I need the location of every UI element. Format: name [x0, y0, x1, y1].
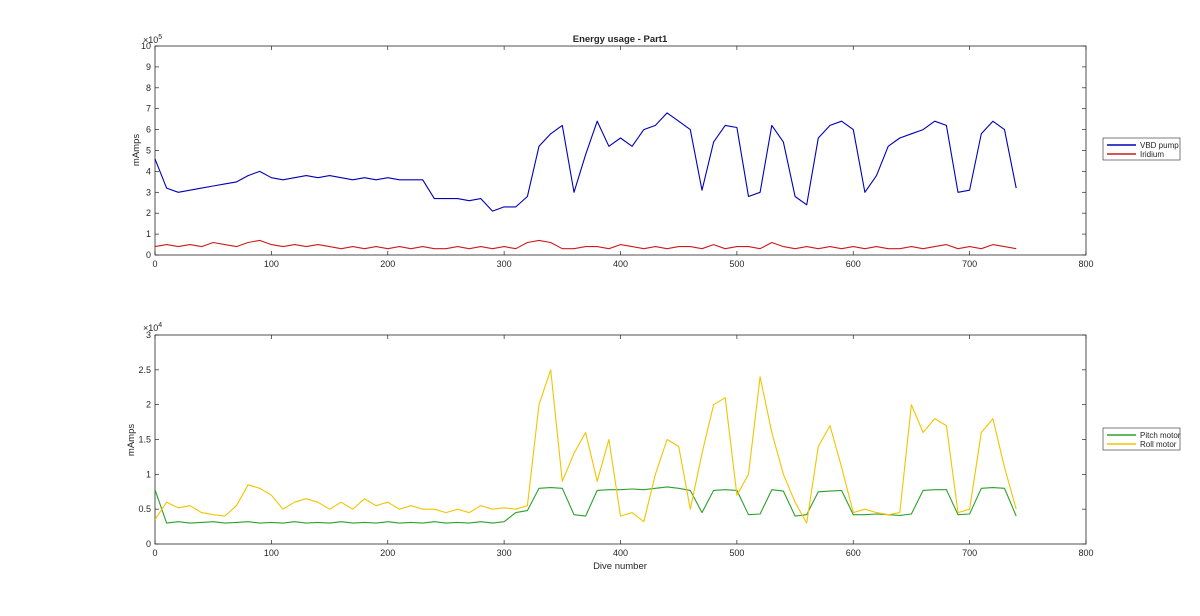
bottom-x-tick-label: 600 — [846, 548, 861, 558]
bottom-x-axis-label: Dive number — [593, 561, 647, 572]
legend-label-pitch: Pitch motor — [1140, 431, 1181, 440]
legend-label-roll: Roll motor — [1140, 440, 1177, 449]
bottom-x-tick-label: 300 — [497, 548, 512, 558]
legend-label-vbd: VBD pump — [1140, 141, 1179, 150]
top-legend: VBD pump Iridium — [1103, 138, 1180, 160]
top-x-tick-label: 500 — [729, 259, 744, 269]
bottom-x-tick-label: 500 — [729, 548, 744, 558]
bottom-x-tick-label: 200 — [380, 548, 395, 558]
top-y-tick-label: 7 — [146, 104, 151, 114]
bottom-y-tick-label: 1.5 — [138, 435, 151, 445]
top-y-tick-label: 9 — [146, 62, 151, 72]
top-y-tick-label: 10 — [141, 41, 151, 51]
top-x-tick-label: 300 — [497, 259, 512, 269]
top-y-axis-label: mAmps — [131, 134, 142, 166]
bottom-y-tick-label: 1 — [146, 469, 151, 479]
top-x-tick-label: 100 — [264, 259, 279, 269]
top-y-tick-label: 8 — [146, 83, 151, 93]
top-y-tick-label: 6 — [146, 125, 151, 135]
top-x-tick-label: 400 — [613, 259, 628, 269]
bottom-y-tick-label: 0 — [146, 539, 151, 549]
bottom-y-tick-label: 3 — [146, 330, 151, 340]
bottom-y-axis-label: mAmps — [126, 424, 137, 456]
bottom-y-exponent: 4 — [158, 322, 162, 329]
top-plot-area — [155, 46, 1086, 255]
top-x-tick-label: 200 — [380, 259, 395, 269]
top-chart-title: Energy usage - Part1 — [573, 34, 668, 45]
top-x-tick-label: 800 — [1078, 259, 1093, 269]
bottom-x-tick-label: 800 — [1078, 548, 1093, 558]
bottom-x-tick-label: 700 — [962, 548, 977, 558]
top-y-tick-label: 1 — [146, 229, 151, 239]
top-y-tick-label: 4 — [146, 166, 151, 176]
bottom-y-tick-label: 2 — [146, 400, 151, 410]
legend-label-iridium: Iridium — [1140, 150, 1164, 159]
top-y-tick-label: 0 — [146, 250, 151, 260]
top-y-tick-label: 2 — [146, 208, 151, 218]
top-y-exponent: 5 — [158, 34, 162, 41]
top-y-tick-label: 5 — [146, 146, 151, 156]
bottom-legend: Pitch motor Roll motor — [1103, 428, 1181, 450]
top-x-tick-label: 0 — [152, 259, 157, 269]
bottom-x-tick-label: 0 — [152, 548, 157, 558]
bottom-x-tick-label: 100 — [264, 548, 279, 558]
top-x-tick-label: 600 — [846, 259, 861, 269]
top-y-tick-label: 3 — [146, 187, 151, 197]
bottom-y-tick-label: 2.5 — [138, 365, 151, 375]
top-x-tick-label: 700 — [962, 259, 977, 269]
bottom-y-tick-label: 0.5 — [138, 504, 151, 514]
bottom-x-tick-label: 400 — [613, 548, 628, 558]
